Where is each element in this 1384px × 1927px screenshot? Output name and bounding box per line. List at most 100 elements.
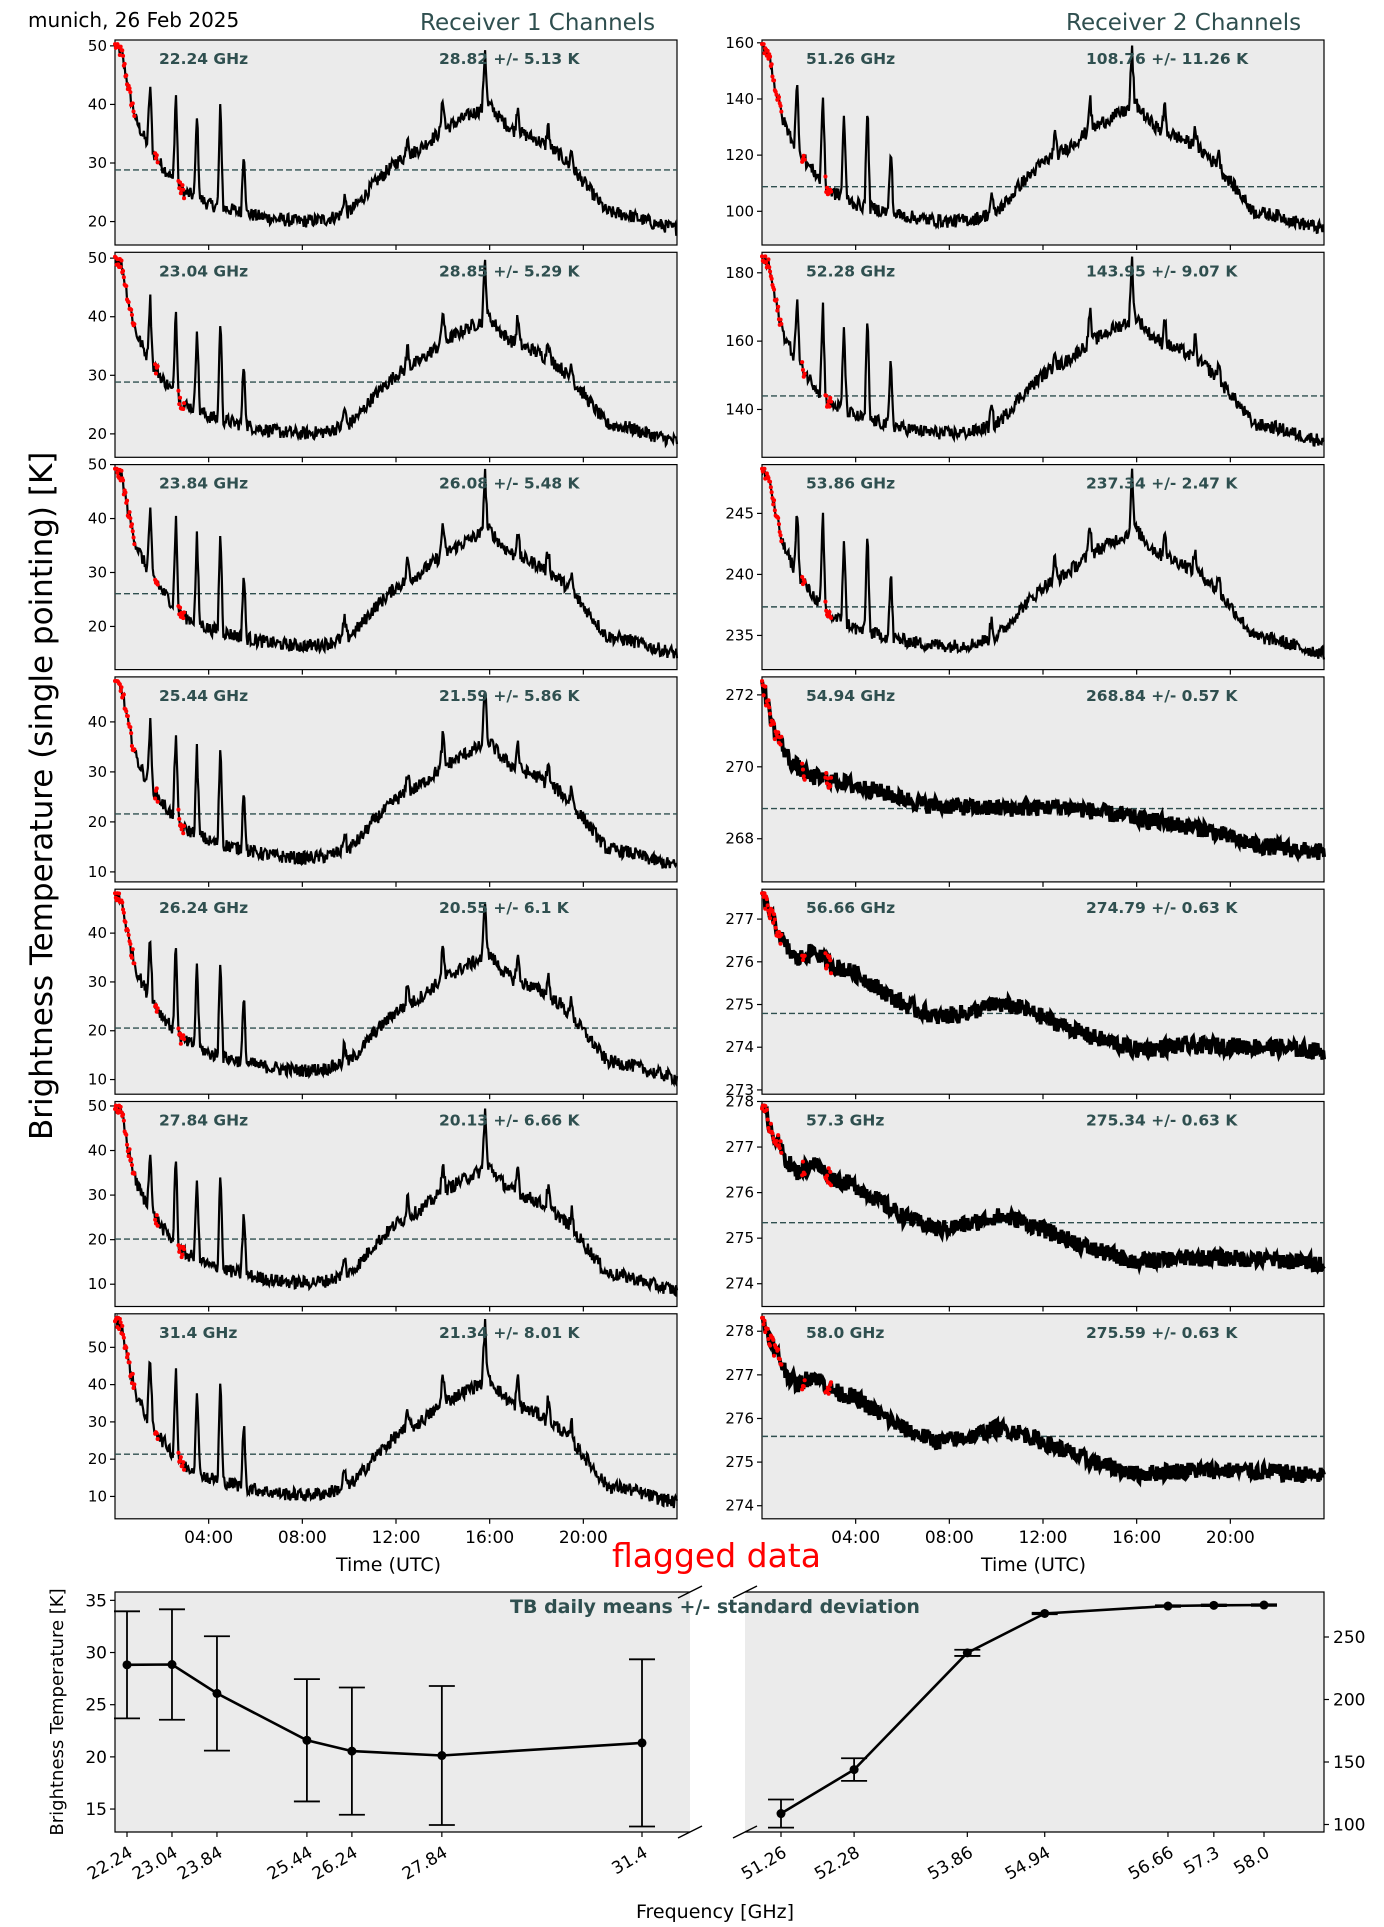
data-point [437, 1751, 447, 1761]
data-point [347, 1746, 357, 1756]
channel-frequency-label: 53.86 GHz [806, 475, 895, 493]
channel-mean-std-label: 21.34 +/- 8.01 K [439, 1324, 581, 1342]
axis-break-mark [732, 1825, 758, 1839]
frequency-tick-label: 23.04 [129, 1843, 181, 1885]
channel-mean-std-label: 275.34 +/- 0.63 K [1086, 1112, 1238, 1130]
y-tick-label: 35 [85, 1591, 107, 1611]
y-tick-label: 40 [88, 510, 107, 528]
data-point [776, 1809, 786, 1819]
y-tick-label: 40 [88, 713, 107, 731]
left-panel-background [115, 1592, 690, 1832]
daily-means-title: TB daily means +/- standard deviation [510, 1596, 920, 1618]
frequency-tick-label: 23.84 [174, 1843, 226, 1885]
y-tick-label: 20 [88, 1450, 107, 1468]
y-tick-label: 120 [725, 146, 754, 164]
frequency-tick-label: 27.84 [399, 1843, 451, 1885]
brightness-temperature-trace [113, 1105, 679, 1298]
axis-break-mark [677, 1825, 703, 1839]
y-tick-label: 25 [85, 1696, 107, 1716]
channel-mean-std-label: 20.55 +/- 6.1 K [439, 899, 570, 917]
y-tick-label: 180 [725, 264, 754, 282]
flagged-data-trace [113, 42, 187, 201]
channel-mean-std-label: 108.76 +/- 11.26 K [1086, 50, 1249, 68]
brightness-temperature-trace [760, 1103, 1326, 1276]
location-date-title: munich, 26 Feb 2025 [28, 8, 240, 32]
panel-background [114, 1313, 678, 1520]
y-tick-label: 160 [725, 332, 754, 350]
flagged-data-trace [113, 891, 187, 1046]
channel-mean-std-label: 237.34 +/- 2.47 K [1086, 475, 1238, 493]
y-tick-label: 275 [725, 1229, 754, 1247]
time-tick-label: 12:00 [372, 1528, 421, 1548]
brightness-temperature-trace [113, 893, 679, 1088]
y-tick-label: 140 [725, 90, 754, 108]
brightness-temperature-trace [762, 43, 1325, 235]
timeseries-panel: 10 20 30 40 25.44 GHz 21.59 +/- 5.86 K [88, 676, 678, 887]
channel-frequency-label: 54.94 GHz [806, 687, 895, 705]
y-tick-label: 240 [725, 565, 754, 583]
time-tick-label: 08:00 [278, 1528, 327, 1548]
channel-frequency-label: 23.84 GHz [159, 475, 248, 493]
y-tick-label: 50 [88, 1097, 107, 1115]
channel-mean-std-label: 143.95 +/- 9.07 K [1086, 262, 1238, 280]
panel-background [761, 676, 1325, 883]
time-tick-label: 16:00 [1112, 1528, 1161, 1548]
brightness-temperature-trace [760, 467, 1326, 660]
y-tick-label: 20 [85, 1748, 107, 1768]
y-tick-label: 30 [88, 1186, 107, 1204]
frequency-tick-label: 22.24 [84, 1843, 136, 1885]
frequency-tick-label: 26.24 [309, 1843, 361, 1885]
data-point [849, 1765, 859, 1775]
data-point [212, 1688, 222, 1698]
y-tick-label: 160 [725, 34, 754, 52]
flagged-data-trace [113, 679, 187, 836]
y-tick-label: 40 [88, 924, 107, 942]
left-frame [114, 1591, 690, 1833]
flagged-data-trace [760, 254, 834, 409]
timeseries-panel: 20 30 40 50 22.24 GHz 28.82 +/- 5.13 K [88, 37, 678, 250]
timeseries-panel: 20 30 40 50 23.84 GHz 26.08 +/- 5.48 K [88, 456, 679, 675]
y-tick-label: 50 [88, 249, 107, 267]
y-tick-label: 30 [88, 1413, 107, 1431]
y-tick-label: 20 [88, 813, 107, 831]
timeseries-panel: 268 270 272 54.94 GHz 268.84 +/- 0.57 K [725, 676, 1326, 887]
panel-background [761, 888, 1325, 1095]
panel-background [114, 676, 678, 883]
frequency-tick-label: 57.3 [1180, 1843, 1223, 1879]
y-tick-label: 275 [725, 1453, 754, 1471]
panel-background [761, 1100, 1325, 1308]
y-tick-label: 10 [88, 1275, 107, 1293]
panel-background [761, 39, 1325, 246]
channel-frequency-label: 57.3 GHz [806, 1112, 884, 1130]
timeseries-panel: 20 30 40 50 23.04 GHz 28.85 +/- 5.29 K [88, 249, 679, 463]
frequency-axis-label: Frequency [GHz] [636, 1901, 794, 1923]
data-point [302, 1735, 312, 1745]
timeseries-panel: 235 240 245 53.86 GHz 237.34 +/- 2.47 K [725, 464, 1326, 675]
flagged-data-trace [113, 1103, 187, 1260]
y-tick-label: 277 [725, 1366, 754, 1384]
data-point [1040, 1608, 1050, 1618]
frequency-tick-label: 58.0 [1231, 1843, 1274, 1879]
panel-background [761, 464, 1325, 671]
channel-frequency-label: 51.26 GHz [806, 50, 895, 68]
channel-frequency-label: 58.0 GHz [806, 1324, 884, 1342]
channel-mean-std-label: 20.13 +/- 6.66 K [439, 1112, 581, 1130]
y-tick-label: 274 [725, 1038, 754, 1056]
channel-frequency-label: 56.66 GHz [806, 899, 895, 917]
time-tick-label: 04:00 [184, 1528, 233, 1548]
flagged-data-trace [760, 1315, 834, 1396]
time-tick-label: 16:00 [465, 1528, 514, 1548]
data-point [1259, 1600, 1269, 1610]
y-tick-label: 272 [725, 686, 754, 704]
flagged-data-trace [760, 42, 834, 197]
timeseries-panel: 273 274 275 276 277 56.66 GHz 274.79 +/- 0.63 … [725, 888, 1326, 1100]
axis-break-mark [732, 1585, 758, 1599]
brightness-temperature-trace [760, 256, 1325, 447]
flagged-data-trace [760, 679, 834, 790]
y-tick-label: 275 [725, 996, 754, 1014]
frequency-tick-label: 52.28 [811, 1843, 863, 1885]
panel-background [114, 251, 678, 458]
y-tick-label: 268 [725, 830, 754, 848]
timeseries-panel: 274 275 276 277 278 57.3 GHz 275.34 +/- 0.63 K [725, 1093, 1326, 1312]
frequency-tick-label: 31.4 [609, 1843, 652, 1879]
